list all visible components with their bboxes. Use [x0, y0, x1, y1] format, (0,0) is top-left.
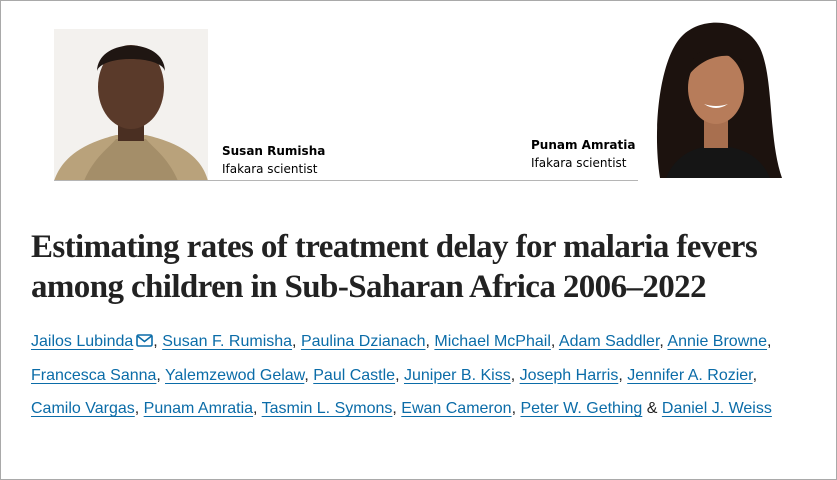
author-list: Jailos Lubinda, Susan F. Rumisha, Paulin…: [31, 325, 811, 426]
caption: Susan Rumisha Ifakara scientist: [222, 142, 325, 178]
author-link[interactable]: Francesca Sanna: [31, 366, 157, 384]
separator: ,: [618, 366, 623, 384]
author-link[interactable]: Adam Saddler: [558, 333, 660, 350]
separator: ,: [392, 400, 397, 417]
email-icon[interactable]: [136, 334, 154, 347]
author-link[interactable]: Susan F. Rumisha: [162, 333, 293, 350]
author-link[interactable]: Michael McPhail: [434, 333, 551, 350]
conjunction: &: [646, 400, 658, 417]
separator: ,: [153, 333, 158, 350]
separator: ,: [767, 333, 772, 350]
separator: ,: [253, 400, 258, 417]
separator: ,: [510, 366, 516, 384]
person-name: Punam Amratia: [531, 138, 636, 152]
author-link[interactable]: Jailos Lubinda: [31, 333, 134, 350]
divider: [54, 180, 638, 181]
author-link[interactable]: Ewan Cameron: [401, 400, 512, 417]
separator: ,: [395, 366, 400, 384]
author-link[interactable]: Annie Browne: [667, 333, 768, 350]
caption: Punam Amratia Ifakara scientist: [531, 136, 635, 172]
author-link[interactable]: Paulina Dzianach: [300, 333, 426, 350]
separator: ,: [156, 366, 161, 384]
author-link[interactable]: Jennifer A. Rozier: [627, 366, 753, 384]
portrait-photo: [646, 18, 786, 178]
separator: ,: [752, 366, 758, 384]
separator: ,: [292, 333, 297, 350]
author-link[interactable]: Daniel J. Weiss: [661, 400, 772, 417]
author-link[interactable]: Camilo Vargas: [31, 400, 135, 417]
author-link[interactable]: Joseph Harris: [519, 366, 619, 384]
person-name: Susan Rumisha: [222, 144, 326, 158]
separator: ,: [511, 400, 517, 417]
person-role: Ifakara scientist: [531, 156, 627, 170]
author-link[interactable]: Yalemzewod Gelaw: [165, 366, 305, 384]
separator: ,: [425, 333, 430, 350]
portrait-photo: [54, 29, 208, 181]
author-link[interactable]: Juniper B. Kiss: [403, 366, 511, 384]
author-link[interactable]: Paul Castle: [313, 366, 396, 384]
person-role: Ifakara scientist: [222, 162, 318, 176]
separator: ,: [304, 366, 309, 384]
separator: ,: [550, 333, 556, 350]
separator: ,: [659, 333, 664, 350]
author-link[interactable]: Punam Amratia: [143, 400, 254, 417]
author-link[interactable]: Peter W. Gething: [520, 400, 643, 417]
article-title: Estimating rates of treatment delay for …: [31, 229, 758, 305]
separator: ,: [134, 400, 140, 417]
author-link[interactable]: Tasmin L. Symons: [261, 400, 393, 417]
